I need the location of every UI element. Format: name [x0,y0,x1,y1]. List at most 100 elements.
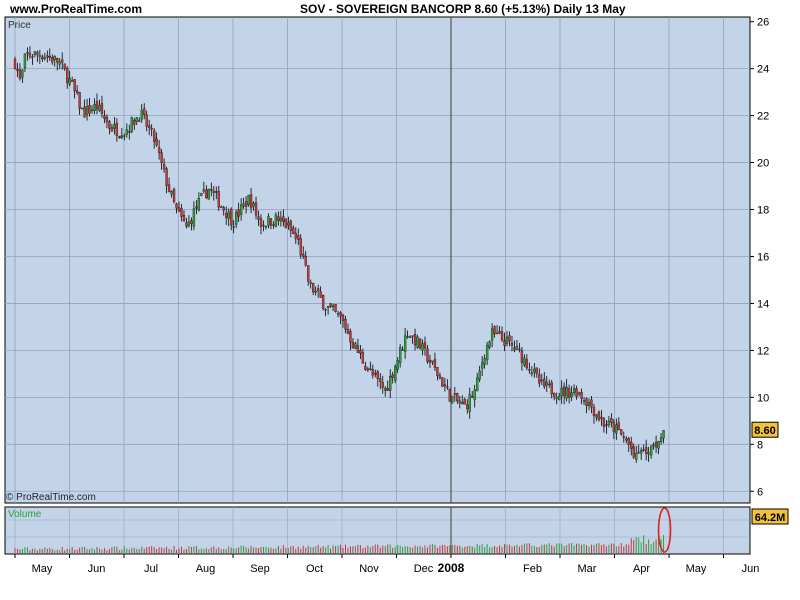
candle-body [361,352,365,364]
candle-body [520,350,524,363]
candle-body [617,422,620,431]
candle-body [230,208,233,226]
candle-body [476,377,479,392]
candle-body [284,218,288,228]
candle-body [317,288,320,292]
candle-body [620,429,623,435]
candle-body [282,216,285,222]
candle-body [160,152,163,163]
candle-body [100,103,104,114]
candle-body [264,226,268,228]
candle-body [63,63,66,69]
candle-body [590,399,593,408]
candle-body [441,377,444,387]
candle-body [649,445,653,456]
candle-body [528,369,531,371]
candle-body [123,135,126,137]
candle-body [622,436,625,438]
candle-body [498,330,501,334]
candle-body [416,336,419,348]
x-tick-label: Feb [523,563,542,575]
candle-body [403,335,407,352]
candle-body [369,368,372,370]
candle-body [438,375,442,379]
candle-body [602,418,606,427]
candle-body [217,191,220,208]
candle-body [58,61,61,65]
candle-body [396,360,399,370]
candle-body [185,222,188,227]
candle-body [421,343,424,351]
candle-body [262,224,265,227]
candle-body [165,168,168,186]
x-tick-label: Nov [359,563,379,575]
candle-body [408,336,412,339]
volume-highlight-ellipse [657,507,672,553]
candle-body [13,58,17,69]
candle-body [513,347,516,351]
candle-body [249,194,253,209]
candle-body [272,224,275,226]
last-volume-box [751,508,789,525]
y-tick-label: 14 [757,298,769,310]
candle-body [78,92,81,109]
chart-header: www.ProRealTime.com SOV - SOVEREIGN BANC… [0,0,800,18]
candle-body [560,387,563,397]
candle-body [376,371,379,379]
candle-body [162,163,166,170]
candle-body [640,450,643,454]
candle-body [399,347,402,364]
candle-body [110,127,114,132]
candle-body [587,402,591,406]
candle-body [607,420,611,426]
candle-body [381,382,384,388]
candle-body [237,209,240,217]
candle-body [267,216,270,226]
candle-body [128,131,131,133]
candle-body [307,265,310,282]
candle-body [582,400,586,402]
candle-body [572,388,576,394]
candle-body [334,304,337,312]
candle-body [254,202,258,216]
y-tick-label: 20 [757,158,769,170]
site-name[interactable]: www.ProRealTime.com [10,2,143,16]
candle-body [205,189,208,198]
candle-body [351,342,355,349]
candle-body [600,416,603,419]
candle-body [448,389,452,402]
candle-body [508,335,511,342]
candle-body [349,331,352,343]
candle-body [374,372,377,375]
x-tick-label: Apr [633,563,650,575]
candle-body [56,58,59,63]
candle-body [610,418,613,423]
candle-body [148,125,151,129]
candle-body [16,68,19,71]
candle-body [48,56,51,58]
candle-body [575,388,578,397]
x-tick-label: Mar [578,563,597,575]
candle-body [28,52,32,57]
candle-body [36,51,39,55]
candle-body [279,217,283,222]
candle-body [431,360,434,363]
candle-body [615,424,618,434]
candle-body [287,222,290,226]
candle-body [324,309,327,311]
candle-body [21,69,24,78]
candle-body [18,69,22,79]
candle-body [406,336,409,338]
candle-body [312,283,315,293]
candle-body [153,130,156,142]
candle-body [418,338,422,349]
candle-body [654,441,658,448]
candle-body [182,215,186,222]
candle-body [490,328,494,341]
candle-body [443,384,447,387]
candle-body [662,430,665,439]
candle-body [61,59,64,63]
candle-body [341,314,345,321]
grid [5,17,754,558]
candle-body [259,218,263,227]
